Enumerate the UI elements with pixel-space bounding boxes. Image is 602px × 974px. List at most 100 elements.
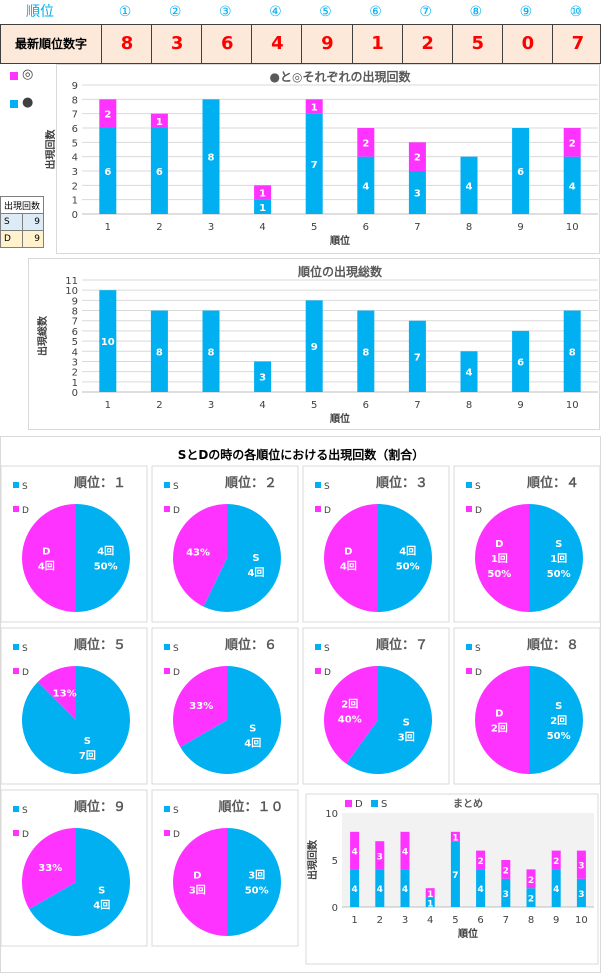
chart1-bar xyxy=(305,113,323,214)
pie7-legend-label-s: S xyxy=(324,644,330,654)
chart4-data-label: 1 xyxy=(427,899,433,909)
pie-section-title: SとDの時の各順位における出現回数（割合） xyxy=(177,448,425,462)
chart2-ytick-label: 4 xyxy=(72,347,78,358)
pie3-legend-label-d: D xyxy=(324,506,331,516)
pie5-legend-swatch-s xyxy=(13,644,19,650)
latest-digit-10: 7 xyxy=(551,25,602,63)
chart1-bar xyxy=(563,128,581,157)
chart1-bar xyxy=(512,128,530,214)
chart4-ytick-label: 5 xyxy=(332,856,338,867)
pie4-title: 順位：４ xyxy=(527,475,579,491)
chart2-xlabel: 順位 xyxy=(329,412,350,425)
chart4-bar xyxy=(526,869,536,889)
chart1-ytick-label: 1 xyxy=(72,196,78,207)
chart1-bar xyxy=(254,199,272,214)
pie9-slice-d xyxy=(21,828,76,909)
chart1-ytick-label: 2 xyxy=(72,181,78,192)
chart1-bar xyxy=(408,142,426,171)
latest-digit-6: 1 xyxy=(351,25,403,63)
chart2-title: 順位の出現総数 xyxy=(297,264,383,279)
pie8-slice-s xyxy=(529,666,583,774)
legend-swatch-double xyxy=(10,72,18,80)
chart4-data-label: 3 xyxy=(578,890,584,900)
chart2-xtick-label: 10 xyxy=(566,400,579,411)
chart2-ytick-label: 11 xyxy=(65,276,78,287)
chart2-data-label: 3 xyxy=(259,373,266,384)
pie3-slice-d xyxy=(324,504,378,612)
pie7-slice-d xyxy=(323,666,378,764)
chart1-data-label: 2 xyxy=(362,138,369,149)
chart4-bar xyxy=(551,869,561,907)
chart4-data-label: 1 xyxy=(427,890,433,900)
chart4-xlabel: 順位 xyxy=(457,927,478,940)
rank-position-4: ④ xyxy=(269,4,282,20)
pie8-legend-swatch-d xyxy=(466,668,472,674)
pie5-label-d: 13% xyxy=(53,689,77,700)
pie10-legend-label-d: D xyxy=(173,830,180,840)
pie5-legend-swatch-d xyxy=(13,668,19,674)
chart2-ytick-label: 7 xyxy=(72,317,78,328)
pie1-label-d: 4回 xyxy=(38,561,55,573)
pie5-legend-label-s: S xyxy=(22,644,28,654)
chart2-ylabel: 出現総数 xyxy=(36,315,49,356)
pie6-label-s: S xyxy=(249,723,256,734)
pie1-slice-s xyxy=(76,504,130,612)
chart4-xtick-label: 3 xyxy=(402,915,408,926)
chart2-ytick-label: 8 xyxy=(72,307,78,318)
pie7-legend-swatch-s xyxy=(315,644,321,650)
pie3-label-d: D xyxy=(344,547,352,558)
chart4-bar xyxy=(576,850,586,879)
chart1-xtick-label: 1 xyxy=(105,222,111,233)
chart2-xtick-label: 1 xyxy=(105,400,111,411)
chart2-data-label: 10 xyxy=(101,337,115,348)
chart2-data-label: 8 xyxy=(362,347,369,358)
chart4-data-label: 2 xyxy=(503,866,509,876)
chart2-data-label: 7 xyxy=(414,352,421,363)
latest-digits-label: 最新順位数字 xyxy=(14,37,87,51)
pie5-slice-s xyxy=(21,666,130,775)
chart2-bar xyxy=(202,310,220,392)
pie8-label-s: 50% xyxy=(547,731,571,742)
rank-position-6: ⑥ xyxy=(369,4,382,20)
chart4-bar xyxy=(425,888,435,898)
chart1-bar xyxy=(563,156,581,214)
pie5-legend-label-d: D xyxy=(22,668,29,678)
chart1-data-label: 4 xyxy=(466,181,473,192)
pie8-legend-label-d: D xyxy=(475,668,482,678)
pie2-label-s: 4回 xyxy=(247,567,264,579)
pie4-legend-label-s: S xyxy=(475,482,481,492)
pie10-slice-d xyxy=(173,828,227,936)
rank-header-label: 順位 xyxy=(26,4,54,20)
chart1-bar xyxy=(460,156,478,214)
chart2-xtick-label: 7 xyxy=(414,400,420,411)
chart2-bar xyxy=(408,320,426,392)
chart1-data-label: 7 xyxy=(311,160,318,171)
pie7-legend-swatch-d xyxy=(315,668,321,674)
pie2-title: 順位：２ xyxy=(225,475,277,491)
rank-position-9: ⑨ xyxy=(519,4,533,20)
pie9-legend-label-s: S xyxy=(22,806,28,816)
chart4-bar xyxy=(450,841,460,907)
chart1-data-label: 1 xyxy=(311,103,318,114)
pie1-legend-swatch-s xyxy=(13,482,19,488)
chart1-ytick-label: 3 xyxy=(72,167,78,178)
chart1-xlabel: 順位 xyxy=(329,234,350,247)
chart1-ytick-label: 6 xyxy=(72,124,78,135)
pie1-legend-label-s: S xyxy=(22,482,28,492)
chart1-data-label: 8 xyxy=(208,153,215,164)
chart2-data-label: 4 xyxy=(466,368,473,379)
chart1-bar xyxy=(150,113,168,128)
chart1-bar xyxy=(254,185,272,200)
chart1-data-label: 4 xyxy=(569,181,576,192)
pie7-legend-label-d: D xyxy=(324,668,331,678)
chart1-bar xyxy=(99,99,117,128)
pie8-label-d: D xyxy=(495,709,503,720)
chart2-bar xyxy=(99,290,117,392)
chart1-ylabel: 出現回数 xyxy=(44,129,57,170)
pie6-legend-label-s: S xyxy=(173,644,179,654)
chart2-bar xyxy=(305,300,323,392)
chart4-data-label: 1 xyxy=(452,834,458,844)
chart4-data-label: 4 xyxy=(377,885,383,895)
chart2-data-label: 8 xyxy=(156,347,163,358)
